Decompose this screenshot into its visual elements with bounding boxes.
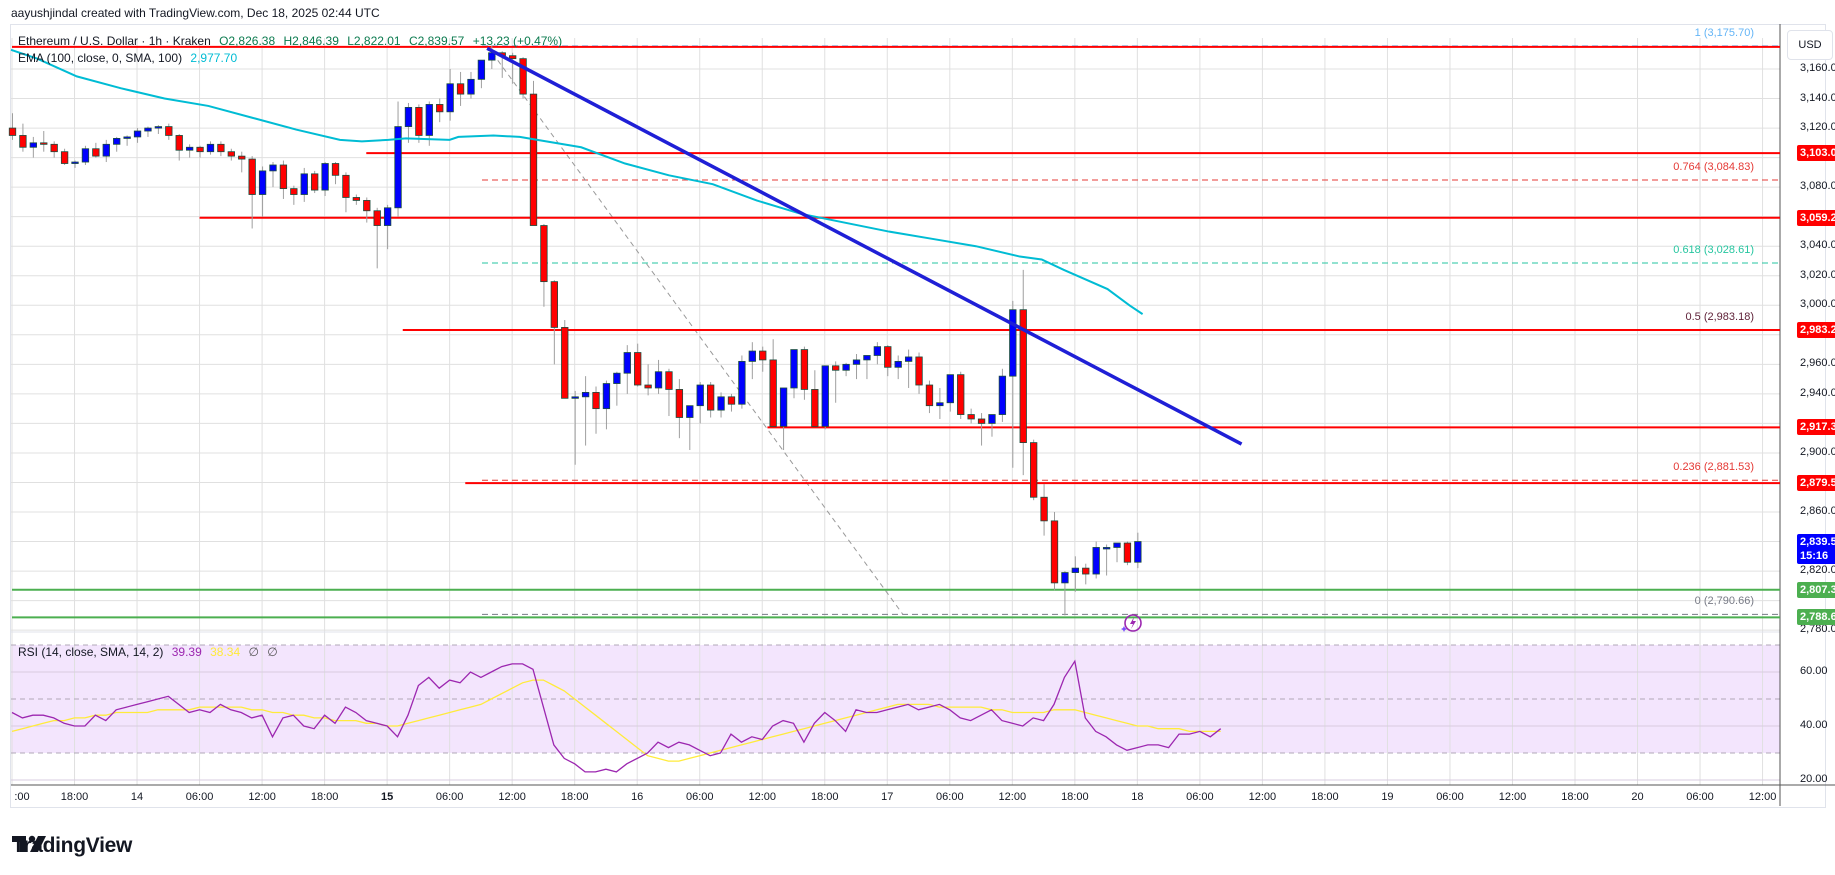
price-axis-tick: 2,860.00 — [1800, 505, 1835, 517]
price-axis-tick: 3,160.00 — [1800, 62, 1835, 74]
time-axis-tick: 18:00 — [1311, 791, 1339, 803]
time-axis-tick: 12:00 — [1248, 791, 1277, 803]
time-axis-tick: 12:00 — [748, 791, 776, 803]
price-level-tag: 2,879.54 — [1797, 475, 1835, 492]
price-axis-tick: 3,080.00 — [1800, 180, 1835, 193]
rsi-axis-tick: 20.00 — [1800, 773, 1828, 785]
rsi-legend: RSI (14, close, SMA, 14, 2) 39.39 38.34 … — [18, 645, 283, 659]
price-level-tag: 2,788.64 — [1797, 609, 1835, 626]
time-axis-tick: 12:00 — [248, 791, 276, 803]
fib-level-label: 0.764 (3,084.83) — [1673, 161, 1754, 173]
last-price: 2,839.57 — [1800, 536, 1835, 549]
time-axis-tick: 18:00 — [810, 791, 839, 803]
fib-level-label: 0.236 (2,881.53) — [1673, 461, 1754, 474]
price-axis-tick: 3,120.00 — [1800, 121, 1835, 134]
fib-level-label: 0.5 (2,983.18) — [1685, 311, 1755, 324]
time-axis-tick: 12:00 — [998, 791, 1027, 803]
time-axis-tick: 18:00 — [1061, 791, 1089, 803]
fib-level-label: 0 (2,790.66) — [1694, 595, 1754, 608]
fib-level-label: 0.618 (3,028.61) — [1673, 244, 1754, 257]
time-axis-tick: 18:00 — [60, 791, 89, 803]
price-axis-tick: 2,900.00 — [1800, 445, 1835, 458]
time-axis-tick: 16 — [631, 791, 644, 803]
time-axis-tick: 14 — [130, 791, 144, 803]
time-axis-tick: 12:00 — [1748, 791, 1777, 803]
rsi-sma-value: 38.34 — [210, 645, 241, 659]
time-axis-tick: 19 — [1381, 791, 1394, 803]
rsi-extra1: ∅ — [248, 645, 259, 659]
price-level-tag: 2,983.24 — [1797, 322, 1835, 339]
time-axis-tick: 06:00 — [1436, 791, 1464, 803]
price-axis-tick: 3,000.00 — [1800, 298, 1835, 311]
ohlc-close: C2,839.57 — [408, 34, 465, 48]
time-axis-tick: 12:00 — [498, 791, 526, 803]
price-axis-tick: 2,820.00 — [1800, 564, 1835, 577]
price-axis-tick: 2,960.00 — [1800, 357, 1835, 370]
time-axis-tick: 12:00 — [1498, 791, 1527, 803]
last-price-tag: 2,839.57 15:16 — [1797, 534, 1835, 565]
ema-label[interactable]: EMA (100, close, 0, SMA, 100) — [18, 51, 183, 65]
time-axis-tick: 15 — [380, 791, 394, 803]
ohlc-change: +13.23 (+0.47%) — [472, 34, 563, 48]
price-level-tag: 2,807.33 — [1797, 581, 1835, 598]
symbol-title[interactable]: Ethereum / U.S. Dollar · 1h · Kraken — [18, 34, 211, 48]
ohlc-low: L2,822.01 — [347, 34, 401, 48]
rsi-extra2: ∅ — [267, 645, 278, 659]
price-axis-tick: 3,020.00 — [1800, 268, 1835, 281]
time-axis-tick: 06:00 — [185, 791, 214, 803]
tradingview-logo[interactable]: TradingView — [12, 834, 132, 858]
time-axis-tick: 06:00 — [1686, 791, 1714, 803]
price-level-tag: 3,103.04 — [1797, 145, 1835, 162]
time-axis-tick: 18:00 — [1561, 791, 1589, 803]
time-axis-tick: 06:00 — [936, 791, 964, 803]
rsi-value: 39.39 — [171, 645, 202, 659]
bar-countdown: 15:16 — [1800, 550, 1829, 563]
time-axis-tick: 17 — [881, 791, 894, 803]
time-axis-tick: :00 — [14, 791, 30, 803]
price-axis-tick: 3,140.00 — [1800, 91, 1835, 104]
time-axis-tick: 06:00 — [435, 791, 464, 803]
chart-credit: aayushjindal created with TradingView.co… — [11, 6, 380, 20]
time-axis-tick: 18:00 — [310, 791, 339, 803]
time-axis-tick: 06:00 — [685, 791, 714, 803]
price-axis-tick: 2,780.00 — [1800, 623, 1835, 636]
price-level-tag: 3,059.24 — [1797, 209, 1835, 226]
rsi-axis-tick: 40.00 — [1800, 719, 1828, 731]
fib-level-label: 1 (3,175.70) — [1694, 26, 1754, 39]
currency-button[interactable]: USD — [1787, 30, 1833, 60]
tradingview-logo-icon — [12, 835, 46, 852]
symbol-legend: Ethereum / U.S. Dollar · 1h · Kraken O2,… — [18, 34, 567, 48]
rsi-label[interactable]: RSI (14, close, SMA, 14, 2) — [18, 645, 164, 659]
time-axis-tick: 06:00 — [1186, 791, 1214, 803]
rsi-axis-tick: 60.00 — [1800, 665, 1828, 677]
price-axis-tick: 3,040.00 — [1800, 239, 1835, 252]
ema-legend: EMA (100, close, 0, SMA, 100) 2,977.70 — [18, 51, 242, 65]
price-level-tag: 2,917.31 — [1797, 419, 1835, 436]
time-axis-tick: 18:00 — [560, 791, 589, 803]
ohlc-high: H2,846.39 — [283, 34, 339, 48]
ema-value: 2,977.70 — [190, 51, 238, 65]
time-axis-tick: 20 — [1631, 791, 1644, 803]
ohlc-open: O2,826.38 — [219, 34, 276, 48]
price-axis-tick: 2,940.00 — [1800, 386, 1835, 399]
time-axis-tick: 18 — [1131, 791, 1144, 803]
